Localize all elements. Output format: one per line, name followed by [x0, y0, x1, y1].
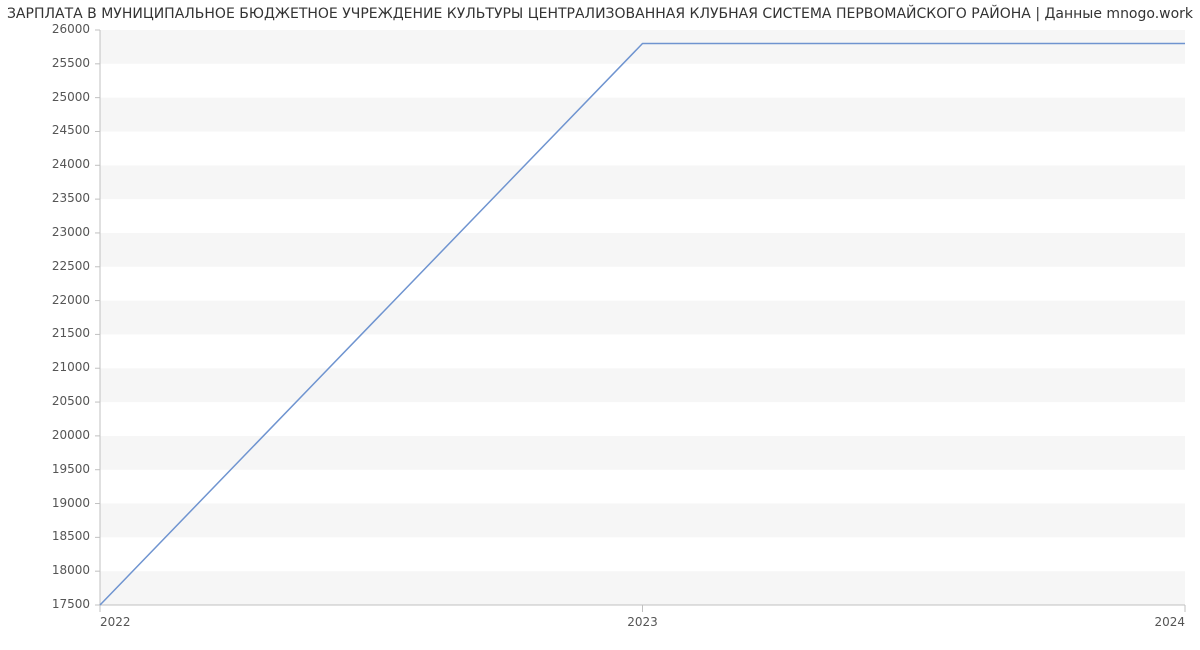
- y-tick-label: 25000: [30, 90, 90, 104]
- y-tick-label: 21000: [30, 360, 90, 374]
- y-tick-label: 18500: [30, 529, 90, 543]
- y-tick-label: 24000: [30, 157, 90, 171]
- chart-title: ЗАРПЛАТА В МУНИЦИПАЛЬНОЕ БЮДЖЕТНОЕ УЧРЕЖ…: [0, 6, 1200, 22]
- grid-band: [100, 131, 1185, 165]
- chart-container: ЗАРПЛАТА В МУНИЦИПАЛЬНОЕ БЮДЖЕТНОЕ УЧРЕЖ…: [0, 0, 1200, 650]
- grid-band: [100, 504, 1185, 538]
- y-tick-label: 22000: [30, 293, 90, 307]
- chart-svg: [100, 30, 1185, 605]
- y-tick-label: 21500: [30, 326, 90, 340]
- grid-band: [100, 301, 1185, 335]
- plot-area: [100, 30, 1185, 605]
- x-tick-label: 2023: [603, 615, 683, 629]
- grid-band: [100, 64, 1185, 98]
- grid-band: [100, 165, 1185, 199]
- y-tick-label: 23000: [30, 225, 90, 239]
- y-tick-label: 25500: [30, 56, 90, 70]
- y-tick-label: 23500: [30, 191, 90, 205]
- grid-band: [100, 537, 1185, 571]
- y-tick-label: 26000: [30, 22, 90, 36]
- grid-band: [100, 30, 1185, 64]
- grid-band: [100, 402, 1185, 436]
- grid-band: [100, 334, 1185, 368]
- y-tick-label: 20500: [30, 394, 90, 408]
- y-tick-label: 22500: [30, 259, 90, 273]
- y-tick-label: 20000: [30, 428, 90, 442]
- grid-band: [100, 199, 1185, 233]
- y-tick-label: 19000: [30, 496, 90, 510]
- y-tick-label: 24500: [30, 123, 90, 137]
- x-tick-label: 2024: [1105, 615, 1185, 629]
- y-tick-label: 19500: [30, 462, 90, 476]
- grid-band: [100, 267, 1185, 301]
- grid-band: [100, 436, 1185, 470]
- y-tick-label: 18000: [30, 563, 90, 577]
- x-tick-label: 2022: [100, 615, 180, 629]
- grid-band: [100, 470, 1185, 504]
- grid-band: [100, 571, 1185, 605]
- y-tick-label: 17500: [30, 597, 90, 611]
- grid-band: [100, 98, 1185, 132]
- grid-band: [100, 368, 1185, 402]
- grid-band: [100, 233, 1185, 267]
